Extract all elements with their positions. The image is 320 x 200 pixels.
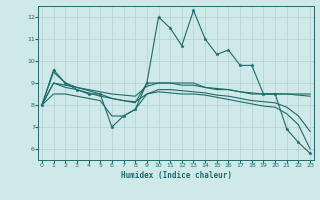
X-axis label: Humidex (Indice chaleur): Humidex (Indice chaleur) — [121, 171, 231, 180]
